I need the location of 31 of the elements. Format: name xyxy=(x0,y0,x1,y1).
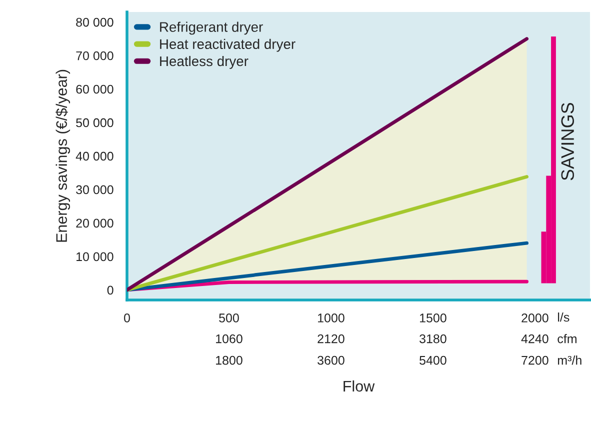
text: 4240 xyxy=(521,334,548,344)
x-tick-label: 1000 xyxy=(318,314,344,322)
annotation: SAVINGS xyxy=(561,102,574,180)
y-tick-label: 0 xyxy=(107,286,114,295)
y-tick-label: 50 000 xyxy=(76,118,114,128)
text: cfm xyxy=(558,334,576,344)
x-tick-label: 2000 xyxy=(522,314,548,322)
text: 3180 xyxy=(420,334,446,344)
y-tick-label: 10 000 xyxy=(76,252,114,262)
text: 7200 xyxy=(522,356,548,365)
y-tick-label: 40 000 xyxy=(76,152,114,161)
x-axis-title: Flow xyxy=(344,380,375,392)
text: l/s xyxy=(558,312,570,322)
text: 1800 xyxy=(216,356,242,365)
text: 3600 xyxy=(318,356,344,365)
text: m³/h xyxy=(558,356,582,365)
x-tick-label: 500 xyxy=(219,314,239,322)
x-tick-label: 0 xyxy=(124,314,130,322)
legend-label: Refrigerant dryer xyxy=(160,22,263,35)
y-tick-label: 70 000 xyxy=(76,51,114,60)
text: 2120 xyxy=(318,334,344,344)
y-tick-label: 30 000 xyxy=(76,185,114,194)
y-tick-label: 60 000 xyxy=(76,84,114,94)
y-tick-label: 20 000 xyxy=(76,218,114,228)
legend-label: Heat reactivated dryer xyxy=(160,38,296,52)
text: 5400 xyxy=(420,356,446,365)
legend-label: Heatless dryer xyxy=(160,56,248,69)
y-tick-label: 80 000 xyxy=(76,18,114,27)
text: 1060 xyxy=(216,334,242,344)
y-axis-title: Energy savings (€/$/year) xyxy=(56,70,70,242)
x-tick-label: 1500 xyxy=(420,314,446,322)
